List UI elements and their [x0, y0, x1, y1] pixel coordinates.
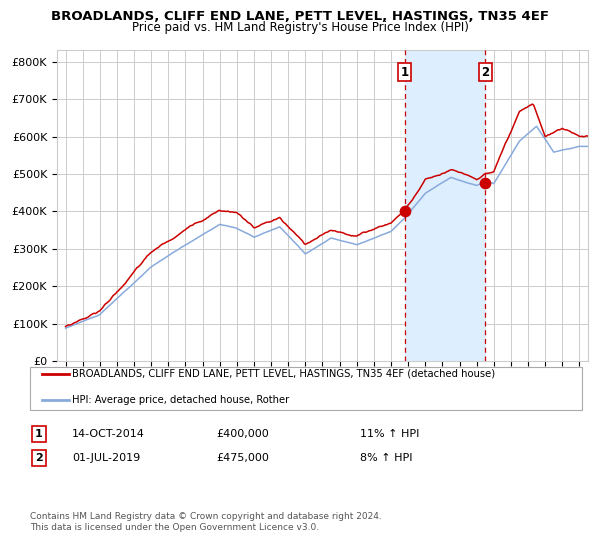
- Text: Price paid vs. HM Land Registry's House Price Index (HPI): Price paid vs. HM Land Registry's House …: [131, 21, 469, 34]
- Text: BROADLANDS, CLIFF END LANE, PETT LEVEL, HASTINGS, TN35 4EF: BROADLANDS, CLIFF END LANE, PETT LEVEL, …: [51, 10, 549, 22]
- Text: £475,000: £475,000: [216, 453, 269, 463]
- Text: BROADLANDS, CLIFF END LANE, PETT LEVEL, HASTINGS, TN35 4EF (detached house): BROADLANDS, CLIFF END LANE, PETT LEVEL, …: [72, 368, 495, 379]
- Point: [400, 207, 409, 216]
- Text: 2: 2: [481, 66, 489, 78]
- Text: Contains HM Land Registry data © Crown copyright and database right 2024.
This d: Contains HM Land Registry data © Crown c…: [30, 512, 382, 532]
- Text: 1: 1: [400, 66, 409, 78]
- Bar: [404, 50, 485, 361]
- Text: 8% ↑ HPI: 8% ↑ HPI: [360, 453, 413, 463]
- Text: 1: 1: [35, 429, 43, 439]
- Text: HPI: Average price, detached house, Rother: HPI: Average price, detached house, Roth…: [72, 395, 289, 405]
- Text: 11% ↑ HPI: 11% ↑ HPI: [360, 429, 419, 439]
- Text: 14-OCT-2014: 14-OCT-2014: [72, 429, 145, 439]
- Point: [481, 179, 490, 188]
- Text: £400,000: £400,000: [216, 429, 269, 439]
- Text: 01-JUL-2019: 01-JUL-2019: [72, 453, 140, 463]
- Text: 2: 2: [35, 453, 43, 463]
